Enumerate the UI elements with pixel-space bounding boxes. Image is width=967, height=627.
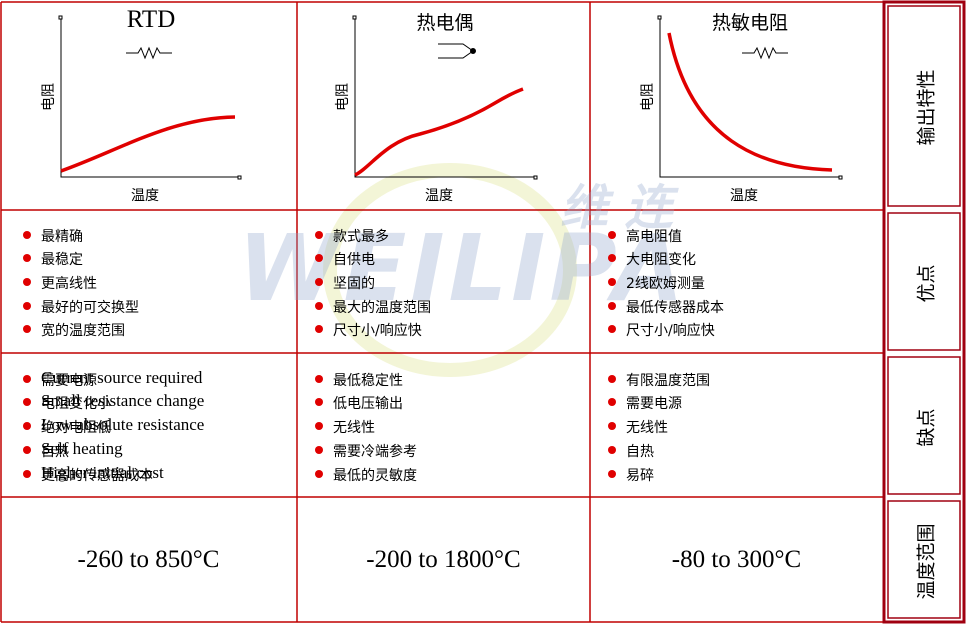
column-title: RTD [126,6,176,33]
rtd-cons-en: Higher initial cost [41,463,164,482]
cons-item: 易碎 [626,468,654,484]
cons-item: 更高的传感器成本 [41,468,153,484]
bullet [23,422,31,430]
pros-item: 款式最多 [333,229,389,245]
pros-item: 最精确 [41,229,83,245]
watermark-ring [323,163,577,377]
pros-item: 2线欧姆测量 [626,276,705,292]
bullet [608,231,616,239]
rtd-cons-en: Small resistance change [41,391,205,410]
bullet [608,470,616,478]
rtd-cons-en: Self heating [41,439,123,458]
bullet [23,375,31,383]
temperature-range: -80 to 300°C [671,546,802,573]
bullet [608,375,616,383]
bullet [608,302,616,310]
cons-item: 自热 [41,444,69,460]
x-axis-label: 温度 [730,188,758,204]
bullet [608,278,616,286]
bullet [315,398,323,406]
cons-item: 自热 [626,444,654,460]
x-axis-label: 温度 [425,188,453,204]
pros-item: 大电阻变化 [626,252,696,268]
bullet [315,254,323,262]
pros-item: 坚固的 [333,276,375,292]
cons-item: 无线性 [333,420,375,436]
column-title: 热电偶 [416,12,474,34]
cons-item: 绝对电阻低 [41,420,111,436]
bullet [23,254,31,262]
pros-item: 尺寸小/响应快 [626,323,715,339]
bullet [315,446,323,454]
bullet [608,398,616,406]
bullet [608,254,616,262]
cons-item: 需要冷端参考 [333,444,417,460]
cons-item: 低电压输出 [333,396,403,412]
row-label: 缺点 [915,408,938,447]
y-axis-label: 电阻 [41,83,57,111]
bullet [315,325,323,333]
pros-item: 最好的可交换型 [41,300,139,316]
bullet [315,278,323,286]
column-title: 热敏电阻 [711,12,788,34]
cons-item: 电阻变化小 [41,396,111,412]
bullet [23,446,31,454]
row-label: 优点 [915,264,938,303]
pros-item: 宽的温度范围 [41,323,125,339]
pros-item: 尺寸小/响应快 [333,323,422,339]
cons-item: 有限温度范围 [626,373,710,389]
pros-item: 更高线性 [41,276,97,292]
y-axis-label: 电阻 [335,83,351,111]
bullet [315,470,323,478]
bullet [608,325,616,333]
temperature-range: -200 to 1800°C [366,546,521,573]
rtd-cons-en: Current source required [41,368,203,387]
pros-item: 最稳定 [41,252,83,268]
bullet [315,302,323,310]
cons-item: 需要电源 [626,396,682,412]
pros-item: 最大的温度范围 [333,300,431,316]
bullet [608,422,616,430]
bullet [23,302,31,310]
pros-item: 自供电 [333,252,375,268]
bullet [23,470,31,478]
watermark-cn: 维 连 [560,180,673,236]
temperature-range: -260 to 850°C [77,546,220,573]
bullet [315,422,323,430]
cons-item: 最低的灵敏度 [333,468,417,484]
bullet [608,446,616,454]
row-label: 温度范围 [915,523,938,600]
cons-item: 需要电源 [41,373,97,389]
cons-item: 最低稳定性 [333,373,403,389]
pros-item: 高电阻值 [626,229,682,245]
bullet [23,398,31,406]
cons-item: 无线性 [626,420,668,436]
bullet [23,231,31,239]
bullet [23,325,31,333]
pros-item: 最低传感器成本 [626,300,724,316]
x-axis-label: 温度 [131,188,159,204]
bullet [315,375,323,383]
row-label: 输出特性 [915,69,938,146]
bullet [315,231,323,239]
y-axis-label: 电阻 [640,83,656,111]
rtd-cons-en: Low absolute resistance [41,415,205,434]
curves [60,32,833,177]
bullet [23,278,31,286]
